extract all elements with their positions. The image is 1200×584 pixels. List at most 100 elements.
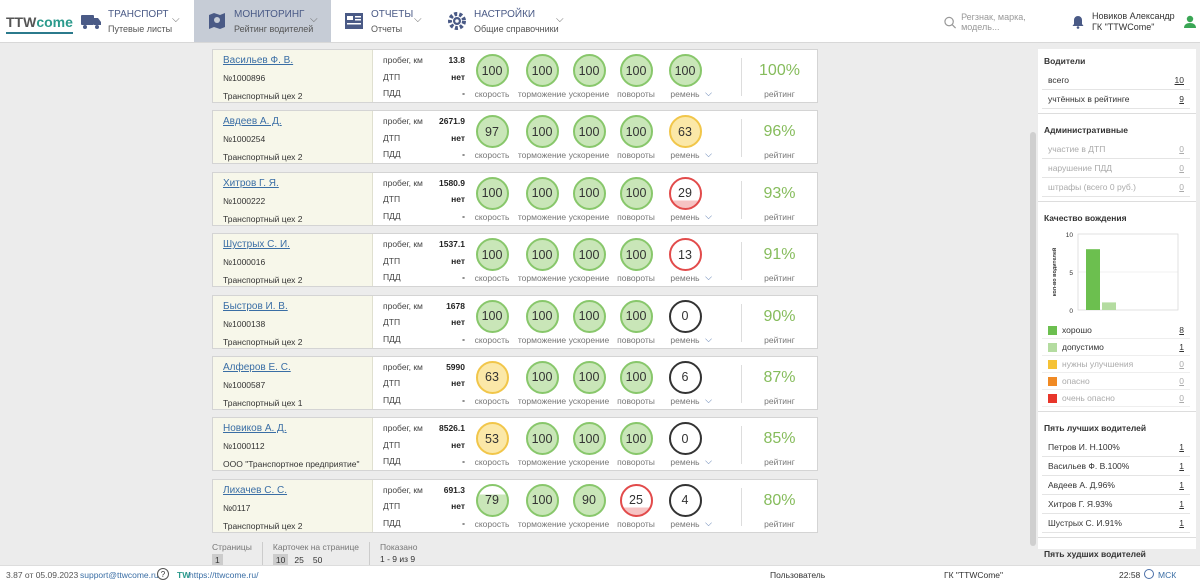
timezone[interactable]: МСК: [1158, 570, 1177, 580]
legend-item[interactable]: допустимо 1: [1042, 339, 1190, 356]
metric-belt[interactable]: 6 ремень ⌵: [660, 360, 712, 406]
chevron-down-icon[interactable]: ⌵: [705, 210, 712, 221]
driver-name-link[interactable]: Шустрых С. И.: [223, 239, 290, 251]
driver-name-link[interactable]: Новиков А. Д.: [223, 423, 287, 435]
search-box[interactable]: Регзнак, марка, модель...: [944, 12, 1059, 32]
legend-value[interactable]: 0: [1179, 359, 1184, 369]
chevron-down-icon[interactable]: ⌵: [705, 394, 712, 405]
per-page-option[interactable]: 50: [312, 555, 323, 565]
metric-braking[interactable]: 100 торможение: [517, 360, 567, 406]
nav-monitoring[interactable]: МОНИТОРИНГ Рейтинг водителей ⌵: [194, 0, 331, 42]
legend-item[interactable]: хорошо 8: [1042, 322, 1190, 339]
metric-speed[interactable]: 97 скорость: [467, 115, 517, 160]
metric-turns[interactable]: 100 повороты: [611, 422, 661, 467]
metric-belt[interactable]: 13 ремень ⌵: [660, 238, 712, 283]
nav-settings[interactable]: НАСТРОЙКИ Общие справочники ⌵: [434, 0, 574, 42]
metric-turns[interactable]: 100 повороты: [611, 238, 661, 283]
metric-speed[interactable]: 100 скорость: [467, 54, 517, 99]
legend-value[interactable]: 1: [1179, 342, 1184, 352]
nav-transport[interactable]: ТРАНСПОРТ Путевые листы ⌵: [70, 0, 194, 42]
metric-braking[interactable]: 100 торможение: [517, 483, 567, 529]
metric-turns[interactable]: 100 повороты: [611, 176, 661, 222]
site-link[interactable]: https://ttwcome.ru/: [189, 570, 259, 580]
row-value[interactable]: 0: [1179, 182, 1184, 192]
row-value[interactable]: 1: [1179, 518, 1184, 528]
legend-item[interactable]: очень опасно 0: [1042, 390, 1190, 407]
chevron-down-icon[interactable]: ⌵: [705, 333, 712, 344]
row-value[interactable]: 1: [1179, 461, 1184, 471]
legend-value[interactable]: 0: [1179, 393, 1184, 403]
logo[interactable]: TTWcome: [6, 14, 73, 34]
metric-acceleration[interactable]: 100 ускорение: [564, 176, 614, 222]
metric-speed[interactable]: 100 скорость: [467, 299, 517, 345]
chevron-down-icon[interactable]: ⌵: [705, 517, 712, 528]
driver-card[interactable]: Хитров Г. Я. №1000222 Транспортный цех 2 пр…: [212, 171, 818, 226]
search-input[interactable]: Регзнак, марка, модель...: [961, 12, 1026, 32]
driver-name-link[interactable]: Хитров Г. Я.: [223, 177, 279, 189]
metric-speed[interactable]: 100 скорость: [467, 176, 517, 222]
metric-speed[interactable]: 63 скорость: [467, 360, 517, 406]
row-value[interactable]: 0: [1179, 163, 1184, 173]
help-icon[interactable]: ?: [157, 568, 169, 580]
per-page-option[interactable]: 10: [272, 554, 289, 566]
chevron-down-icon[interactable]: ⌵: [705, 149, 712, 160]
metric-braking[interactable]: 100 торможение: [517, 299, 567, 345]
per-page-option[interactable]: 25: [294, 555, 304, 565]
total-value[interactable]: 10: [1174, 75, 1184, 85]
driver-name-link[interactable]: Лихачев С. С.: [223, 484, 288, 496]
metric-acceleration[interactable]: 90 ускорение: [564, 483, 614, 529]
legend-value[interactable]: 0: [1179, 376, 1184, 386]
driver-card[interactable]: Алферов Е. С. №1000587 Транспортный цех 1 п…: [212, 355, 818, 410]
metric-speed[interactable]: 53 скорость: [467, 422, 517, 467]
user-avatar-icon[interactable]: [1183, 15, 1197, 29]
driver-card[interactable]: Васильев Ф. В. №1000896 Транспортный цех 2…: [212, 49, 818, 103]
row-value[interactable]: 1: [1179, 499, 1184, 509]
metric-braking[interactable]: 100 торможение: [517, 238, 567, 283]
legend-item[interactable]: нужны улучшения 0: [1042, 356, 1190, 373]
driver-card[interactable]: Авдеев А. Д. №1000254 Транспортный цех 2 пр…: [212, 110, 818, 165]
metric-belt[interactable]: 100 ремень ⌵: [660, 54, 712, 99]
row-value[interactable]: 1: [1179, 442, 1184, 452]
metric-braking[interactable]: 100 торможение: [517, 115, 567, 160]
support-email-link[interactable]: support@ttwcome.ru: [80, 570, 159, 580]
metric-acceleration[interactable]: 100 ускорение: [564, 115, 614, 160]
metric-belt[interactable]: 63 ремень ⌵: [660, 115, 712, 160]
driver-name-link[interactable]: Быстров И. В.: [223, 300, 288, 312]
scrollbar[interactable]: [1030, 132, 1036, 546]
driver-card[interactable]: Новиков А. Д. №1000112 ООО "Транспортное п…: [212, 417, 818, 472]
chevron-down-icon[interactable]: ⌵: [705, 456, 712, 467]
metric-turns[interactable]: 100 повороты: [611, 115, 661, 160]
bell-icon[interactable]: [1072, 15, 1084, 29]
rated-value[interactable]: 9: [1179, 94, 1184, 104]
row-value[interactable]: 0: [1179, 144, 1184, 154]
legend-item[interactable]: опасно 0: [1042, 373, 1190, 390]
legend-value[interactable]: 8: [1179, 325, 1184, 335]
metric-speed[interactable]: 79 скорость: [467, 483, 517, 529]
metric-acceleration[interactable]: 100 ускорение: [564, 299, 614, 345]
metric-braking[interactable]: 100 торможение: [517, 54, 567, 99]
metric-speed[interactable]: 100 скорость: [467, 238, 517, 283]
metric-acceleration[interactable]: 100 ускорение: [564, 422, 614, 467]
page-button[interactable]: 1: [212, 554, 223, 566]
metric-turns[interactable]: 25 повороты: [611, 483, 661, 529]
metric-braking[interactable]: 100 торможение: [517, 422, 567, 467]
driver-name-link[interactable]: Васильев Ф. В.: [223, 55, 294, 66]
metric-acceleration[interactable]: 100 ускорение: [564, 238, 614, 283]
metric-turns[interactable]: 100 повороты: [611, 299, 661, 345]
metric-acceleration[interactable]: 100 ускорение: [564, 360, 614, 406]
driver-card[interactable]: Быстров И. В. №1000138 Транспортный цех 2 п…: [212, 294, 818, 349]
metric-braking[interactable]: 100 торможение: [517, 176, 567, 222]
driver-card[interactable]: Шустрых С. И. №1000016 Транспортный цех 2 п…: [212, 233, 818, 288]
metric-turns[interactable]: 100 повороты: [611, 360, 661, 406]
driver-card[interactable]: Лихачев С. С. №0117 Транспортный цех 2 проб…: [212, 478, 818, 533]
metric-acceleration[interactable]: 100 ускорение: [564, 54, 614, 99]
driver-name-link[interactable]: Авдеев А. Д.: [223, 116, 282, 128]
chevron-down-icon[interactable]: ⌵: [705, 272, 712, 283]
metric-turns[interactable]: 100 повороты: [611, 54, 661, 99]
metric-belt[interactable]: 0 ремень ⌵: [660, 299, 712, 345]
nav-reports[interactable]: ОТЧЕТЫ Отчеты ⌵: [331, 0, 431, 42]
metric-belt[interactable]: 4 ремень ⌵: [660, 483, 712, 529]
chevron-down-icon[interactable]: ⌵: [705, 88, 712, 98]
driver-name-link[interactable]: Алферов Е. С.: [223, 361, 291, 373]
row-value[interactable]: 1: [1179, 480, 1184, 490]
